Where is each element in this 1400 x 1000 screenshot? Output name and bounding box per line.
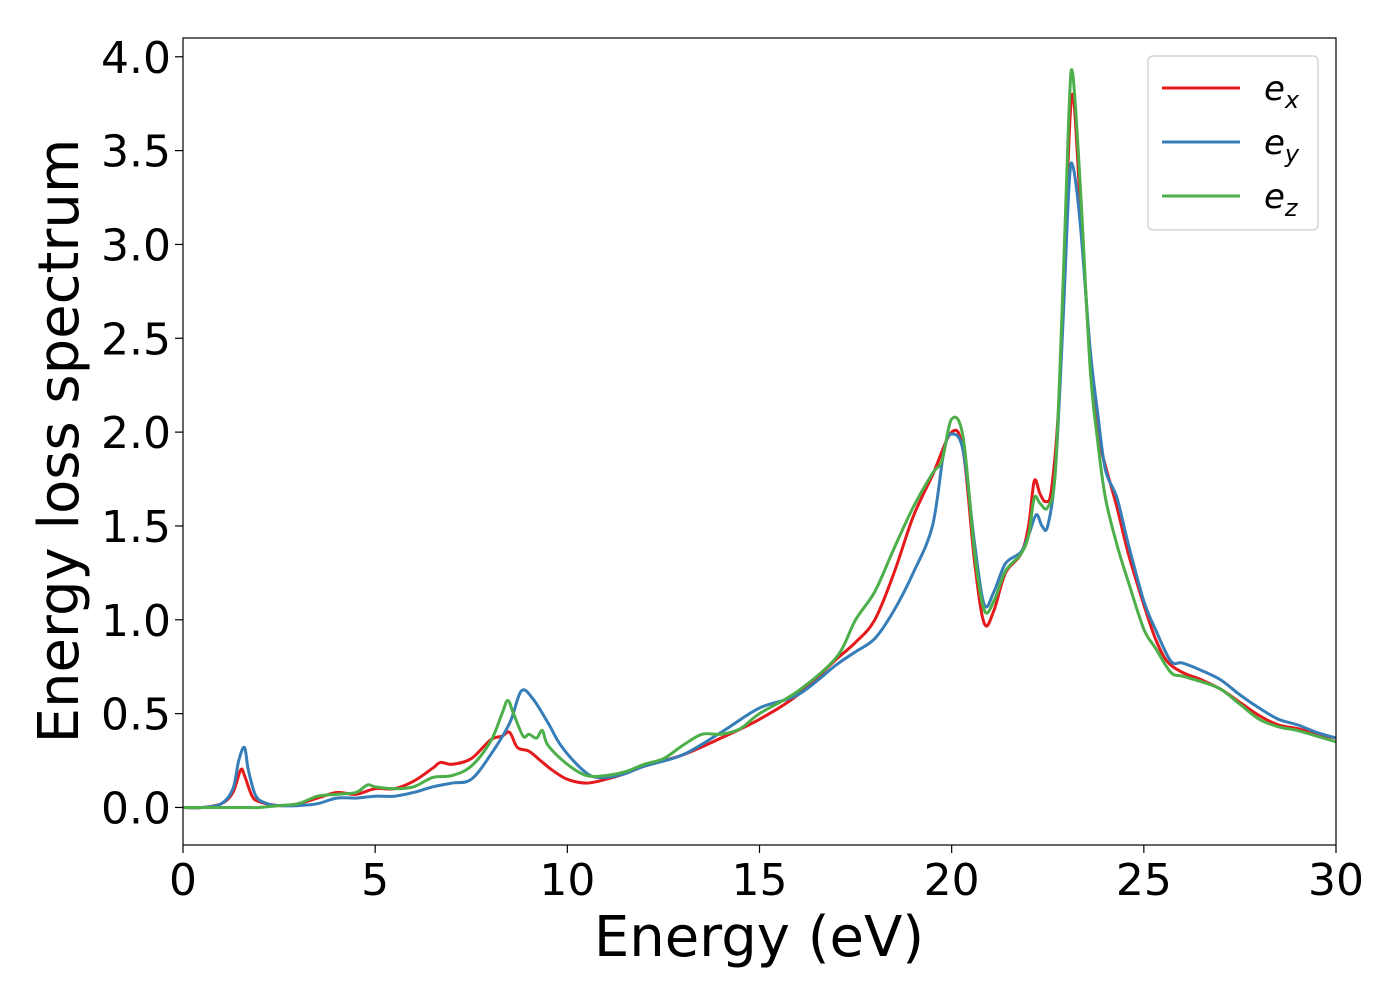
y-tick-label: 1.5	[101, 502, 171, 553]
x-tick-label: 25	[1116, 855, 1172, 906]
y-tick-label: 3.0	[101, 220, 171, 271]
y-tick-label: 2.0	[101, 408, 171, 459]
series-line-e-x	[183, 92, 1336, 810]
y-axis-label: Energy loss spectrum	[27, 139, 92, 744]
y-tick-label: 0.5	[101, 690, 171, 741]
x-axis-label: Energy (eV)	[594, 905, 924, 970]
plot-area	[182, 37, 1337, 846]
x-tick-label: 15	[732, 855, 788, 906]
legend-label-e-y: ey	[1264, 123, 1300, 168]
y-tick-label: 4.0	[101, 33, 171, 84]
series-group	[183, 68, 1336, 810]
y-tick-label: 0.0	[101, 783, 171, 834]
x-tick-label: 30	[1308, 855, 1364, 906]
y-axis-ticks: 0.0 0.5 1.0 1.5 2.0 2.5 3.0 3.5 4.0	[101, 33, 183, 834]
series-line-e-y	[183, 161, 1336, 810]
y-tick-label: 2.5	[101, 314, 171, 365]
series-line-e-z	[183, 68, 1336, 810]
legend-label-e-x: ex	[1264, 69, 1300, 114]
legend: ex ey ez	[1147, 55, 1319, 231]
y-tick-label: 3.5	[101, 127, 171, 178]
y-tick-label: 1.0	[101, 596, 171, 647]
legend-label-e-z: ez	[1264, 177, 1299, 222]
x-tick-label: 0	[169, 855, 197, 906]
x-axis-ticks: 0 5 10 15 20 25 30	[169, 845, 1364, 906]
x-tick-label: 20	[924, 855, 980, 906]
x-tick-label: 10	[539, 855, 595, 906]
x-tick-label: 5	[361, 855, 389, 906]
